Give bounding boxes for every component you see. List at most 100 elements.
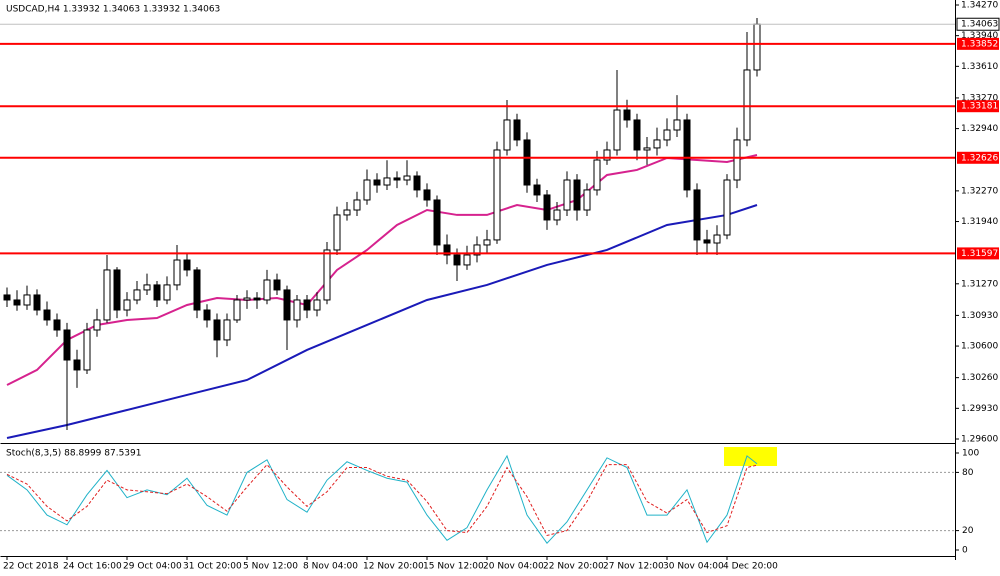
candle-body [523,139,531,186]
candle-body [533,184,541,196]
candle-body [313,299,321,311]
y-tick-label: 1.32940 [961,124,998,134]
x-tick-label: 30 Nov 04:00 [663,562,724,572]
y-tick-label: 1.31940 [961,217,998,227]
candle-body [3,294,11,301]
candle-body [93,319,101,331]
candle-body [283,289,291,321]
candle-body [383,177,391,186]
candle-body [633,119,641,151]
x-tick-label: 29 Oct 04:00 [123,562,182,572]
level-label: 1.32626 [961,153,998,163]
x-tick-label: 31 Oct 20:00 [183,562,242,572]
candle-body [263,279,271,301]
y-tick-label: 1.30930 [961,311,998,321]
candle-body [503,119,511,151]
candle-body [33,294,41,311]
candle-body [613,109,621,151]
candle-body [583,189,591,211]
x-tick-label: 22 Nov 20:00 [543,562,604,572]
candle-body [323,249,331,301]
candle-body [703,239,711,244]
candle-body [443,244,451,256]
candle-body [483,239,491,246]
indicator-title: Stoch(8,3,5) 88.8999 87.5391 [6,449,141,459]
level-label-box [957,151,999,164]
level-label-box [957,37,999,50]
candle-body [353,199,361,211]
indicator-tick-label: 80 [962,468,974,478]
candle-body [43,309,51,321]
candle-body [543,194,551,221]
candle-body [563,179,571,211]
candle-body [463,254,471,266]
y-tick-label: 1.29930 [961,404,998,414]
moving-average [6,154,758,386]
candle-body [63,329,71,361]
indicator-tick-label: 100 [962,449,979,459]
candle-body [413,175,421,191]
x-tick-label: 4 Dec 20:00 [723,562,778,572]
candle-body [83,329,91,371]
candle-body [623,109,631,121]
y-tick-label: 1.33940 [961,31,998,41]
candle-body [423,189,431,201]
moving-average [6,204,758,439]
candle-body [713,234,721,244]
indicator-line [6,454,758,544]
candle-body [603,149,611,161]
candle-body [473,244,481,256]
x-tick-label: 12 Nov 20:00 [363,562,424,572]
last-price-box [956,17,1000,31]
candle-body [333,214,341,251]
x-tick-label: 5 Nov 12:00 [243,562,298,572]
candle-body [363,179,371,201]
candle-body [73,359,81,371]
candle-body [513,119,521,141]
y-tick-label: 1.33270 [961,93,998,103]
y-tick-label: 1.34270 [961,1,998,11]
y-tick-label: 1.31270 [961,279,998,289]
indicator-tick-label: 0 [962,546,968,556]
candle-body [573,179,581,211]
level-label-box [957,100,999,113]
candle-body [343,209,351,216]
candle-body [53,319,61,331]
candle-body [493,149,501,241]
candle-body [593,159,601,191]
x-tick-label: 22 Oct 2018 [3,562,59,572]
candle-body [433,199,441,246]
candle-body [373,179,381,186]
candle-body [403,175,411,181]
candle-body [183,259,191,271]
highlight [724,447,777,466]
candle-body [653,139,661,149]
candle-body [453,254,461,266]
candle-body [203,309,211,321]
candle-body [273,279,281,291]
candle-body [23,294,31,306]
candle-body [173,259,181,286]
level-label-box [957,247,999,260]
level-label: 1.31597 [961,249,998,259]
candle-body [153,284,161,301]
candle-body [233,299,241,321]
y-tick-label: 1.30600 [961,342,998,352]
candle-body [303,299,311,311]
y-tick-label: 1.33610 [961,62,998,72]
y-tick-label: 1.30260 [961,373,998,383]
candle-body [113,269,121,311]
x-tick-label: 27 Nov 12:00 [603,562,664,572]
candle-body [103,269,111,321]
candle-body [683,119,691,191]
y-tick-label: 1.32270 [961,186,998,196]
candle-body [193,269,201,311]
candle-body [163,284,171,301]
x-tick-label: 24 Oct 16:00 [63,562,122,572]
x-tick-label: 8 Nov 04:00 [303,562,358,572]
candle-body [733,139,741,181]
last-price-label: 1.34063 [961,20,998,30]
level-label: 1.33852 [961,39,998,49]
candle-body [393,177,401,181]
